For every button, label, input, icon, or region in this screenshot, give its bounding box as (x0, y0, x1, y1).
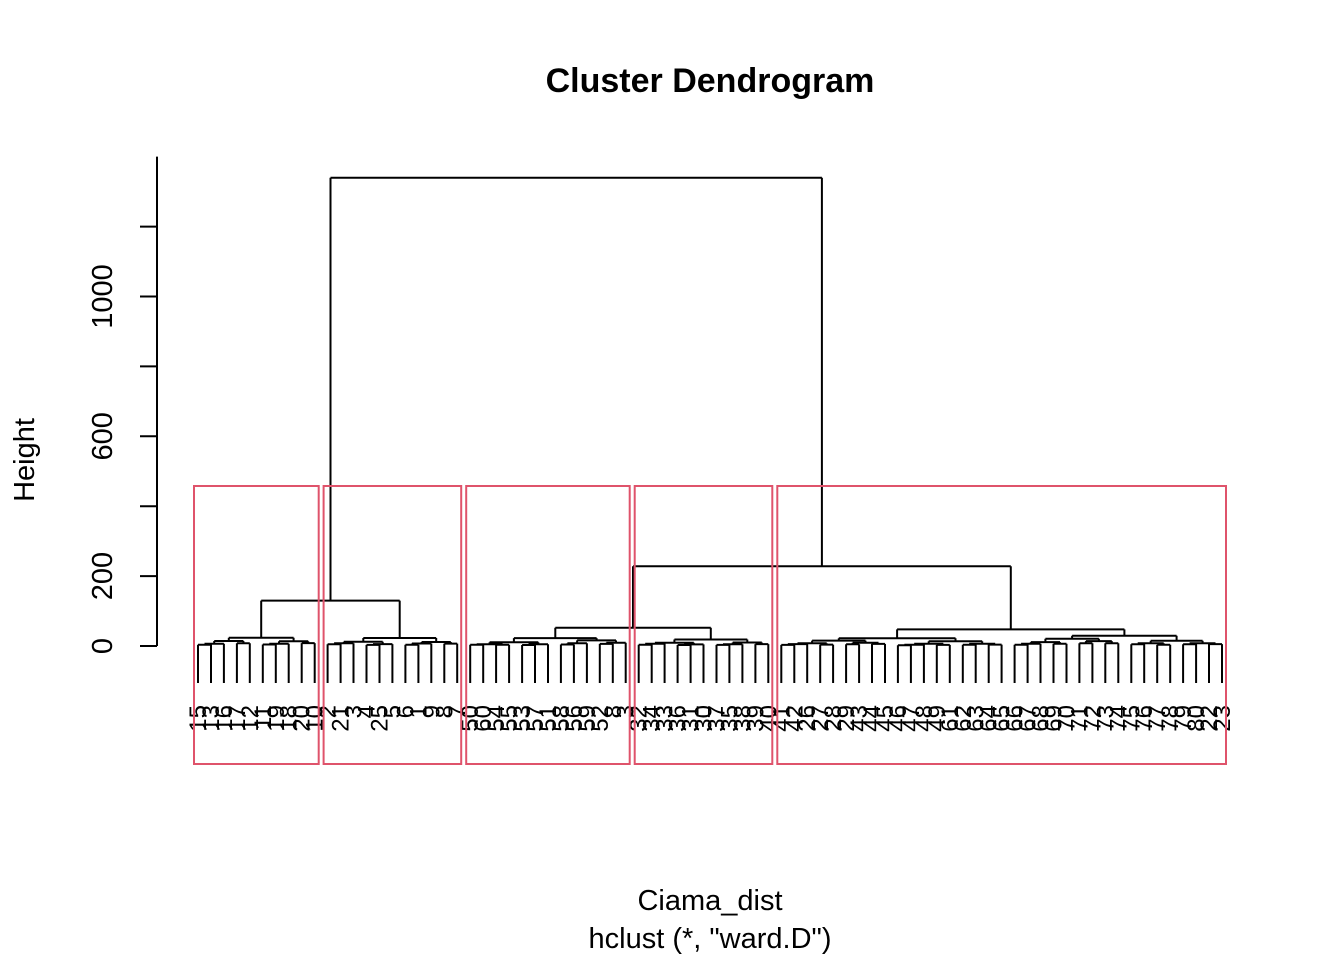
cluster-box (465, 485, 631, 765)
leaf-label: 62 (950, 705, 977, 732)
leaf-label: 44 (859, 705, 886, 732)
leaf-label: 80 (1183, 705, 1210, 732)
leaf-label: 61 (937, 705, 964, 732)
leaf-label: 60 (470, 705, 497, 732)
leaf-label: 22 (1196, 705, 1223, 732)
y-tick-label: 1000 (87, 264, 119, 329)
leaf-label: 43 (846, 705, 873, 732)
leaf-label: 38 (729, 705, 756, 732)
leaf-label: 34 (639, 705, 666, 732)
leaf-label: 2 (315, 705, 342, 718)
leaf-label: 17 (224, 705, 251, 732)
leaf-label: 4 (354, 705, 381, 718)
leaf-label: 73 (1092, 705, 1119, 732)
leaf-label: 51 (535, 705, 562, 732)
cluster-box (633, 485, 774, 765)
leaf-labels: 1513161712111918201022134255619875060545… (185, 705, 1236, 732)
leaf-label: 54 (483, 705, 510, 732)
leaf-label: 29 (833, 705, 860, 732)
cluster-box (776, 485, 1227, 765)
leaf-label: 3 (613, 705, 640, 718)
leaf-label: 19 (263, 705, 290, 732)
leaf-label: 47 (898, 705, 925, 732)
leaf-label: 3 (341, 705, 368, 718)
y-tick-label: 200 (87, 552, 119, 600)
leaf-label: 72 (1079, 705, 1106, 732)
leaf-label: 64 (976, 705, 1003, 732)
leaf-label: 70 (1054, 705, 1081, 732)
leaf-label: 7 (444, 705, 471, 718)
leaf-label: 76 (1131, 705, 1158, 732)
x-axis-label: Ciama_dist (637, 885, 782, 917)
leaf-label: 39 (742, 705, 769, 732)
leaf-label: 67 (1015, 705, 1042, 732)
leaf-label: 8 (600, 705, 627, 718)
leaf-label: 48 (911, 705, 938, 732)
leaf-label: 23 (1209, 705, 1236, 732)
cluster-box (193, 485, 320, 765)
chart-title: Cluster Dendrogram (546, 62, 875, 100)
leaf-label: 63 (963, 705, 990, 732)
leaf-label: 5 (379, 705, 406, 718)
leaf-label: 56 (561, 705, 588, 732)
leaf-label: 68 (1028, 705, 1055, 732)
leaf-label: 30 (691, 705, 718, 732)
leaf-label: 74 (1105, 705, 1132, 732)
y-axis: 0 200 600 1000 (87, 156, 158, 654)
cluster-boxes (193, 485, 1227, 765)
leaf-label: 57 (522, 705, 549, 732)
leaf-label: 79 (1170, 705, 1197, 732)
leaf-label: 37 (704, 705, 731, 732)
y-tick-label: 600 (87, 412, 119, 460)
cluster-box (322, 485, 463, 765)
leaf-label: 18 (276, 705, 303, 732)
leaf-label: 28 (820, 705, 847, 732)
leaf-label: 36 (665, 705, 692, 732)
leaf-label: 11 (250, 705, 277, 730)
leaf-label: 53 (509, 705, 536, 732)
leaf-label: 16 (211, 705, 238, 732)
leaf-label: 35 (716, 705, 743, 732)
leaf-label: 6 (392, 705, 419, 718)
leaf-label: 75 (1118, 705, 1145, 732)
y-tick-label: 0 (87, 638, 119, 654)
leaf-label: 33 (652, 705, 679, 732)
leaf-label: 31 (678, 705, 705, 732)
leaf-label: 58 (548, 705, 575, 732)
leaf-label: 66 (1002, 705, 1029, 732)
leaf-label: 20 (289, 705, 316, 732)
leaf-label: 13 (198, 705, 225, 732)
leaf-label: 71 (1066, 705, 1093, 732)
y-axis-label: Height (9, 418, 41, 502)
leaf-label: 15 (185, 705, 212, 732)
leaf-label: 27 (807, 705, 834, 732)
dendrogram-branches (197, 176, 1223, 683)
leaf-label: 59 (574, 705, 601, 732)
leaf-label: 26 (794, 705, 821, 732)
leaf-label: 78 (1157, 705, 1184, 732)
leaf-label: 55 (496, 705, 523, 732)
leaf-label: 42 (781, 705, 808, 732)
leaf-label: 21 (328, 705, 355, 732)
leaf-label: 49 (924, 705, 951, 732)
leaf-label: 52 (587, 705, 614, 732)
leaf-label: 8 (431, 705, 458, 718)
leaf-label: 25 (367, 705, 394, 732)
leaf-label: 1 (405, 705, 432, 718)
leaf-label: 45 (872, 705, 899, 732)
leaf-label: 69 (1041, 705, 1068, 732)
leaf-label: 46 (885, 705, 912, 732)
leaf-label: 65 (989, 705, 1016, 732)
dendrogram-tree (197, 176, 1223, 683)
leaf-label: 12 (237, 705, 264, 732)
x-axis-sublabel: hclust (*, "ward.D") (589, 923, 832, 955)
leaf-label: 9 (418, 705, 445, 718)
leaf-label: 77 (1144, 705, 1171, 732)
